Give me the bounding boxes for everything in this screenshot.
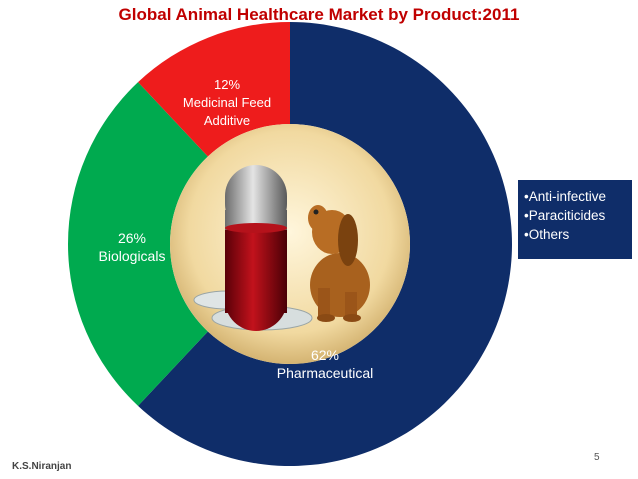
chart-title: Global Animal Healthcare Market by Produ… — [118, 5, 520, 24]
slice-category-label: Medicinal Feed — [183, 95, 271, 110]
slice-category-label: Pharmaceutical — [277, 365, 374, 381]
author-credit: K.S.Niranjan — [12, 461, 72, 472]
pet-medicine-picture — [170, 124, 410, 364]
slice-medicinal-feed-additive — [138, 22, 290, 157]
slice-category-label: Additive — [204, 113, 250, 128]
slice-biologicals — [68, 82, 208, 406]
callout-item: •Paraciticides — [524, 208, 606, 223]
slice-pharmaceutical — [138, 22, 512, 466]
callout-item: •Others — [524, 227, 570, 242]
slice-category-label: Biologicals — [99, 248, 166, 264]
slice-value-label: 12% — [214, 77, 240, 92]
pharmaceutical-callout-box: •Anti-infective •Paraciticides •Others — [518, 180, 632, 259]
page-number: 5 — [594, 452, 600, 463]
callout-item: •Anti-infective — [524, 189, 607, 204]
slice-value-label: 26% — [118, 230, 146, 246]
dog-illustration — [308, 205, 370, 322]
slice-value-label: 62% — [311, 347, 339, 363]
